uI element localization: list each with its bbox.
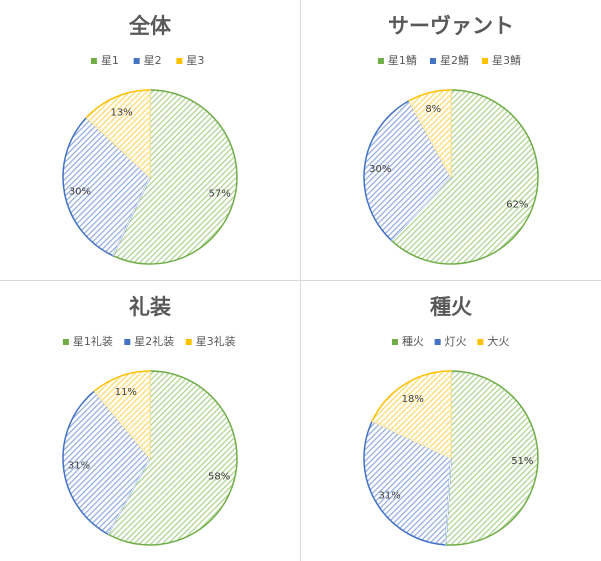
legend-label: 星3鯖 bbox=[492, 53, 521, 67]
legend-item: 星3 bbox=[176, 54, 204, 67]
legend-item: 星3鯖 bbox=[482, 53, 521, 67]
legend-item: 星2 bbox=[133, 54, 162, 67]
slice-separator bbox=[391, 176, 452, 241]
pie bbox=[62, 370, 238, 546]
chart-panel-servant: サーヴァント星1鯖 星2鯖 星3鯖 62% 30% 8% bbox=[301, 0, 601, 280]
data-label: 30% bbox=[369, 164, 391, 175]
data-label: 31% bbox=[68, 461, 90, 472]
legend-item: 灯火 bbox=[434, 335, 467, 348]
legend-swatch bbox=[377, 58, 384, 64]
legend-swatch bbox=[90, 58, 97, 64]
slice-separator bbox=[94, 390, 151, 459]
legend-label: 星2礼装 bbox=[134, 334, 174, 348]
legend-label: 大火 bbox=[487, 334, 509, 348]
pie bbox=[363, 89, 539, 265]
legend-item: 星2鯖 bbox=[429, 53, 469, 67]
data-label: 62% bbox=[506, 199, 528, 210]
chart-title: 全体 bbox=[128, 14, 172, 38]
pie-slice-green bbox=[107, 370, 238, 546]
pie bbox=[363, 370, 539, 546]
data-label: 18% bbox=[402, 394, 424, 405]
legend-item: 星1 bbox=[90, 54, 119, 67]
legend-swatch bbox=[133, 58, 140, 64]
horizontal-divider bbox=[0, 280, 601, 281]
data-label: 13% bbox=[111, 108, 133, 119]
slice-separator bbox=[107, 457, 151, 535]
slice-separator bbox=[445, 457, 452, 545]
legend-swatch bbox=[185, 339, 192, 345]
legend: 星1鯖 星2鯖 星3鯖 bbox=[377, 53, 521, 67]
pie-slice-blue bbox=[62, 389, 151, 536]
data-label: 8% bbox=[425, 104, 441, 115]
legend-label: 星1礼装 bbox=[73, 334, 113, 348]
legend-label: 星1 bbox=[101, 54, 119, 67]
pie-slice-blue bbox=[62, 116, 151, 257]
chart-title: 種火 bbox=[430, 295, 472, 319]
legend: 種火 灯火 大火 bbox=[391, 334, 509, 348]
legend: 星1礼装 星2礼装 星3礼装 bbox=[62, 334, 236, 348]
legend-item: 星2礼装 bbox=[124, 334, 174, 348]
legend-swatch bbox=[434, 339, 441, 345]
slice-separator bbox=[408, 100, 452, 178]
legend-swatch bbox=[62, 339, 69, 345]
legend-label: 灯火 bbox=[445, 335, 467, 348]
pie-slice-green bbox=[390, 89, 539, 265]
legend-item: 星1鯖 bbox=[377, 53, 417, 67]
chart-panel-overall: 全体星1 星2 星3 57% 30% 13% bbox=[0, 0, 300, 280]
legend-label: 星1鯖 bbox=[388, 53, 417, 67]
pie-slice-blue bbox=[363, 419, 452, 546]
pie-slice-green bbox=[444, 370, 539, 546]
pie-slice-yellow bbox=[85, 89, 151, 179]
chart-title: 礼装 bbox=[129, 295, 171, 319]
legend-item: 星3礼装 bbox=[185, 334, 236, 348]
slice-separator bbox=[372, 420, 452, 459]
legend-item: 星1礼装 bbox=[62, 334, 113, 348]
chart-title: サーヴァント bbox=[388, 14, 514, 38]
legend-swatch bbox=[124, 339, 131, 345]
data-label: 58% bbox=[208, 472, 230, 483]
legend-swatch bbox=[482, 58, 489, 64]
legend-swatch bbox=[176, 58, 183, 64]
legend-item: 種火 bbox=[391, 334, 424, 348]
data-label: 31% bbox=[378, 490, 400, 501]
legend: 星1 星2 星3 bbox=[90, 54, 204, 67]
data-label: 51% bbox=[511, 456, 533, 467]
pie-slice-blue bbox=[363, 99, 452, 242]
pie-slice-yellow bbox=[371, 370, 452, 460]
legend-label: 星2 bbox=[144, 54, 162, 67]
data-label: 11% bbox=[115, 387, 137, 398]
slice-separator bbox=[112, 176, 151, 256]
data-label: 30% bbox=[69, 186, 91, 197]
chart-panel-craft-essence: 礼装星1礼装 星2礼装 星3礼装 58% 31% 11% bbox=[0, 281, 300, 561]
legend-swatch bbox=[391, 339, 398, 345]
legend-swatch bbox=[429, 58, 436, 64]
chart-panel-embers: 種火 種火 灯火 大火 51% 31% 18% bbox=[301, 281, 601, 561]
legend-item: 大火 bbox=[477, 334, 509, 348]
legend-label: 星2鯖 bbox=[440, 53, 469, 67]
legend-label: 星3 bbox=[186, 54, 204, 67]
data-label: 57% bbox=[209, 189, 231, 200]
pie-slice-green bbox=[111, 89, 238, 265]
slice-separator bbox=[86, 117, 151, 178]
legend-swatch bbox=[477, 339, 484, 345]
legend-label: 種火 bbox=[402, 334, 424, 348]
legend-label: 星3礼装 bbox=[196, 334, 236, 348]
pie bbox=[62, 89, 238, 265]
